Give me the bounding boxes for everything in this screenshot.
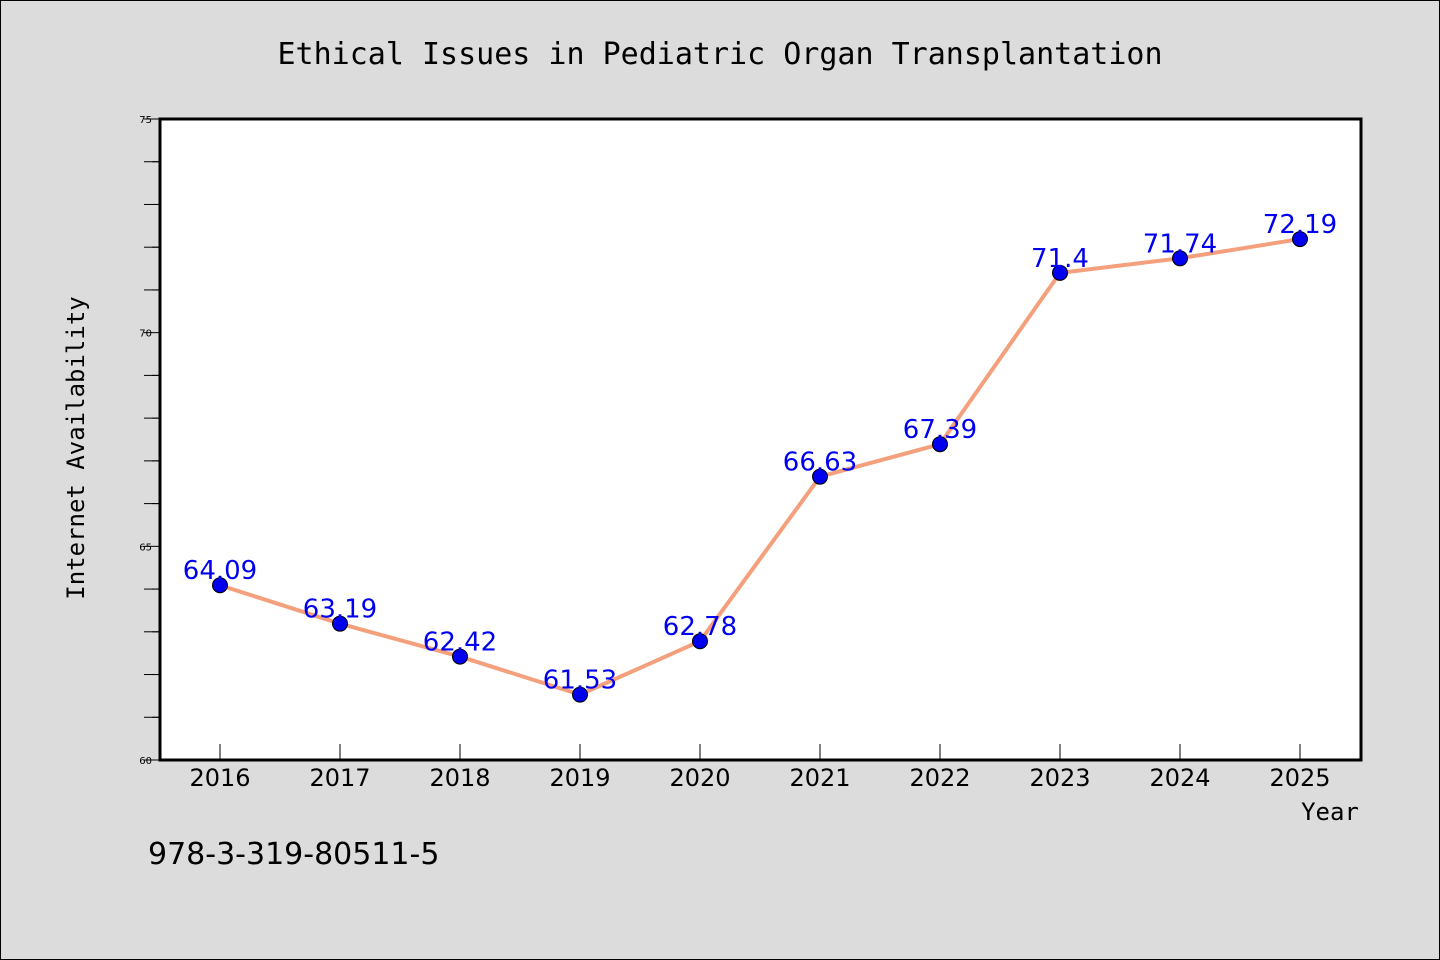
data-point-marker — [692, 633, 708, 650]
x-tick-label: 2017 — [309, 764, 370, 792]
x-tick-label: 2021 — [789, 764, 850, 792]
x-tick-label: 2016 — [189, 764, 250, 792]
data-point-label: 71.74 — [1143, 229, 1217, 259]
plot-area — [158, 117, 1363, 762]
x-tick-label: 2018 — [429, 764, 490, 792]
isbn-text: 978-3-319-80511-5 — [148, 837, 439, 872]
x-tick-label: 2023 — [1029, 764, 1090, 792]
x-tick-label: 2019 — [549, 764, 610, 792]
data-point-label: 62.78 — [663, 612, 737, 642]
data-point-marker — [812, 468, 828, 485]
data-point-marker — [332, 615, 348, 632]
y-axis-label: Internet Availability — [62, 296, 90, 599]
y-tick-label: 60 — [139, 756, 152, 767]
chart-title: Ethical Issues in Pediatric Organ Transp… — [277, 37, 1162, 72]
data-point-marker — [212, 577, 228, 594]
x-tick-label: 2025 — [1269, 764, 1330, 792]
y-axis: 60 65 70 75 — [139, 115, 160, 767]
series-line-group — [218, 237, 1302, 697]
data-markers — [212, 231, 1308, 703]
data-point-label: 67.39 — [903, 415, 977, 445]
x-axis: 2016 2017 2018 2019 2020 2021 2022 2023 2024 2025 — [189, 744, 1331, 792]
data-point-label: 62.42 — [423, 628, 497, 658]
x-tick-label: 2022 — [909, 764, 970, 792]
series-line — [218, 237, 1302, 697]
data-point-marker — [932, 436, 948, 453]
data-point-marker — [1292, 231, 1308, 248]
data-point-label: 71.4 — [1031, 244, 1089, 274]
y-tick-label: 70 — [139, 329, 152, 340]
data-point-marker — [1052, 264, 1068, 281]
data-point-marker — [572, 686, 588, 703]
data-labels: 64.09 63.19 62.42 61.53 62.78 66.63 67.39 71.4 7… — [183, 210, 1337, 696]
y-tick-label: 65 — [139, 542, 152, 553]
data-point-marker — [1172, 250, 1188, 267]
data-point-marker — [452, 648, 468, 665]
data-point-label: 72.19 — [1263, 210, 1337, 240]
y-tick-label: 75 — [139, 115, 152, 126]
x-axis-label: Year — [1301, 798, 1359, 826]
x-tick-label: 2020 — [669, 764, 730, 792]
x-tick-label: 2024 — [1149, 764, 1210, 792]
data-point-label: 63.19 — [303, 595, 377, 625]
data-point-label: 64.09 — [183, 556, 257, 586]
data-point-label: 66.63 — [783, 448, 857, 478]
data-point-label: 61.53 — [543, 666, 617, 696]
